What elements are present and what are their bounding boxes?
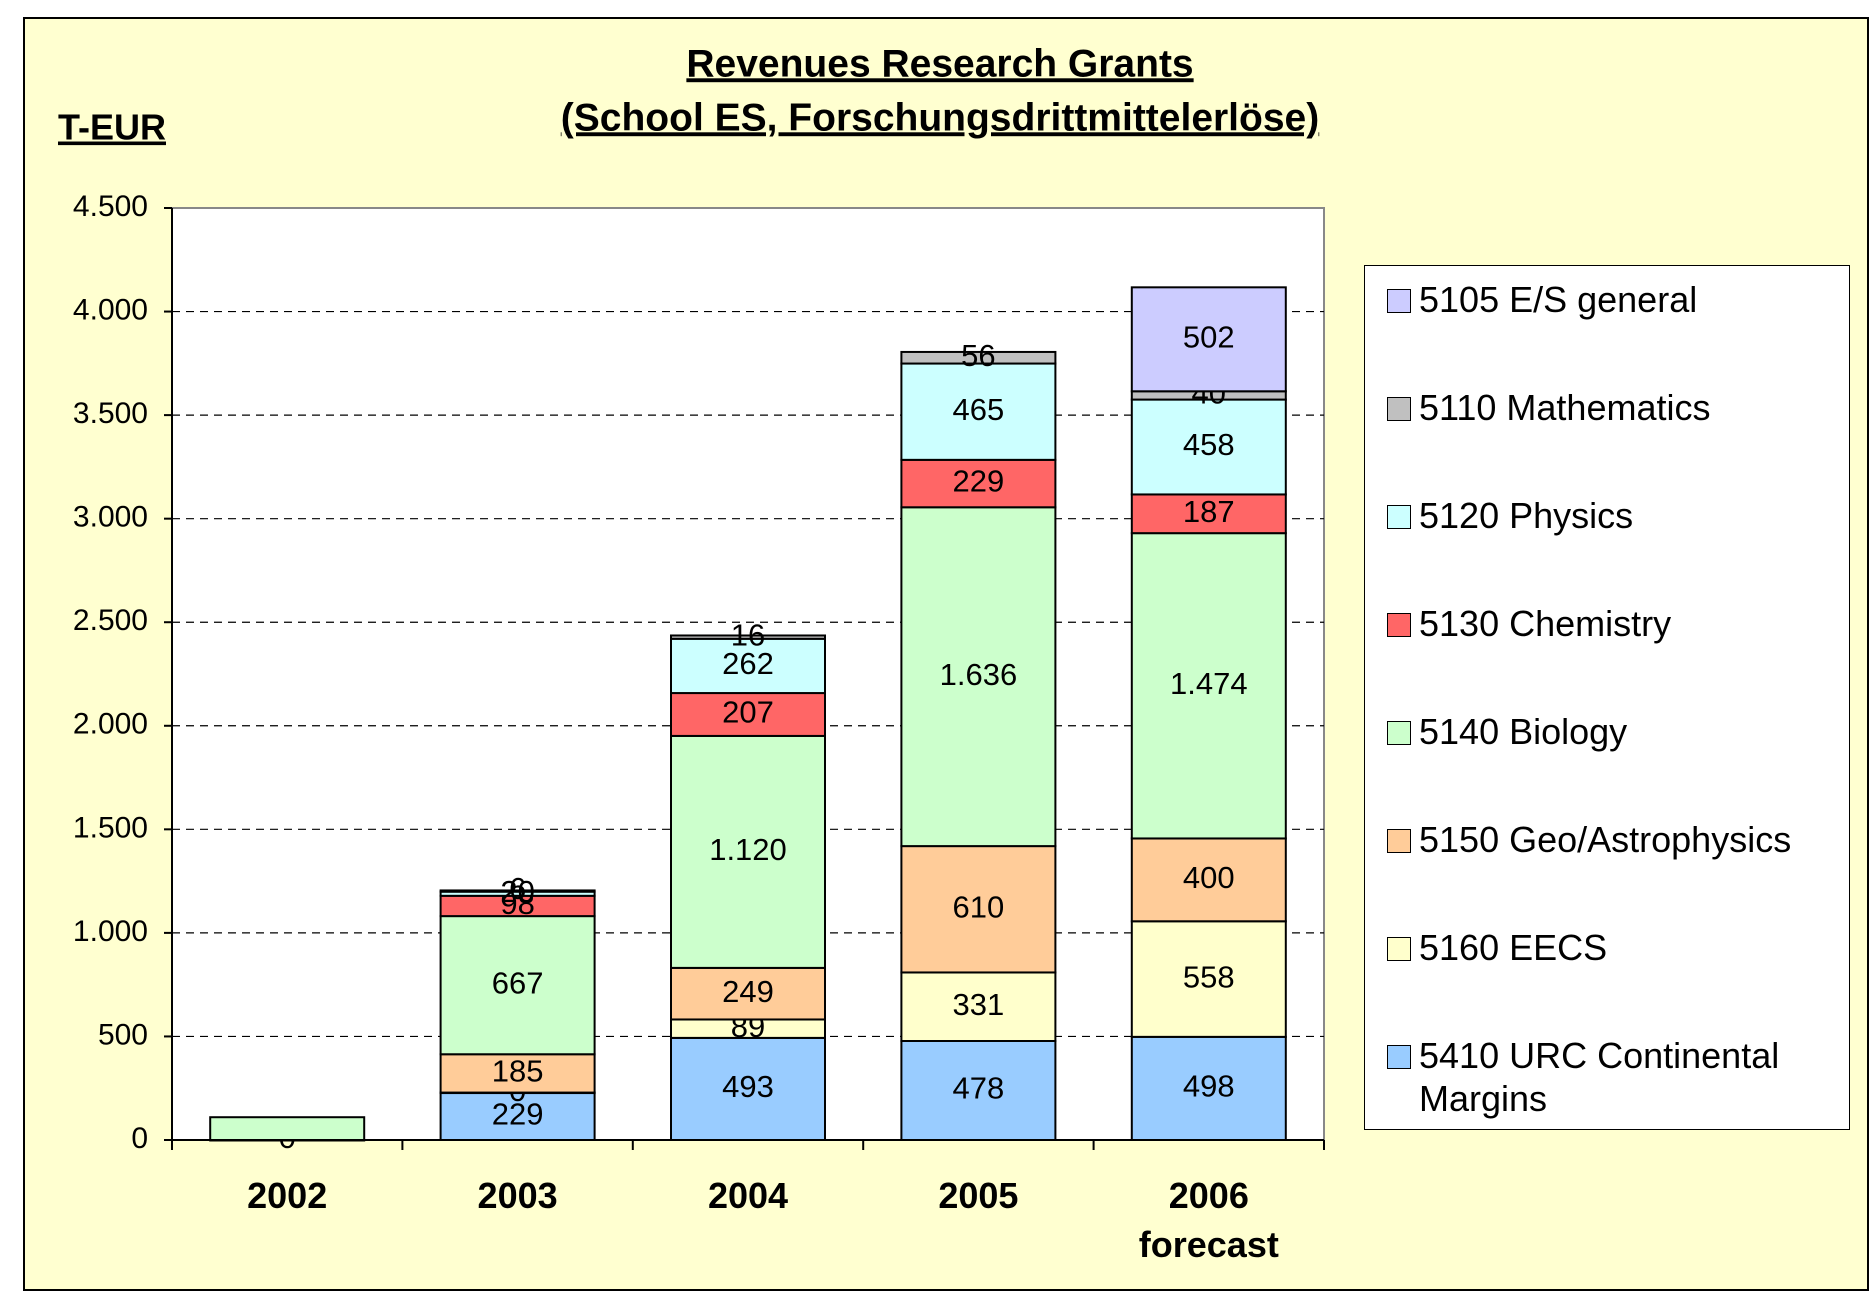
- data-label: 331: [953, 987, 1005, 1022]
- data-label: 667: [492, 965, 544, 1000]
- legend-swatch: [1387, 397, 1411, 421]
- data-label: 610: [953, 889, 1005, 924]
- data-label: 249: [722, 974, 774, 1009]
- x-tick-label: 2002: [247, 1175, 327, 1216]
- data-label: 498: [1183, 1069, 1235, 1104]
- data-label: 6: [509, 871, 526, 906]
- bar-segment: [1130, 920, 1287, 1038]
- bar-segment: [1130, 1035, 1287, 1141]
- bar-segment: [900, 971, 1057, 1043]
- bar-segment: [900, 458, 1057, 509]
- bar-segment: [439, 915, 596, 1056]
- legend-swatch: [1387, 289, 1411, 313]
- legend-label: 5105 E/S general: [1419, 279, 1698, 320]
- y-tick-label: 1.500: [73, 811, 148, 844]
- legend-label: 5140 Biology: [1419, 711, 1628, 752]
- bar-segment: [900, 506, 1057, 848]
- x-tick-label: 2005: [938, 1175, 1018, 1216]
- legend-swatch: [1387, 721, 1411, 745]
- data-label: 16: [731, 617, 765, 652]
- x-tick-label: 2006 forecast: [1139, 1175, 1279, 1265]
- y-tick-label: 1.000: [73, 915, 148, 948]
- legend-swatch: [1387, 1045, 1411, 1069]
- legend-item: 5110 Mathematics: [1387, 386, 1839, 494]
- data-label: 1.474: [1170, 666, 1248, 701]
- legend-item: 5140 Biology: [1387, 710, 1839, 818]
- data-label: 187: [1183, 494, 1235, 529]
- y-tick-label: 0: [131, 1122, 148, 1155]
- legend-swatch: [1387, 829, 1411, 853]
- legend-label: 5130 Chemistry: [1419, 603, 1672, 644]
- legend-item: 5130 Chemistry: [1387, 602, 1839, 710]
- legend-item: 5410 URC Continental Margins: [1387, 1034, 1839, 1142]
- legend: 5105 E/S general 5110 Mathematics 5120 Phy…: [1364, 265, 1850, 1130]
- data-label: 465: [953, 392, 1005, 427]
- data-label: 56: [961, 338, 995, 373]
- legend-label: 5120 Physics: [1419, 495, 1634, 536]
- data-label: 458: [1183, 427, 1235, 462]
- chart-subtitle: (School ES, Forschungsdrittmittelerlöse): [561, 96, 1319, 139]
- bar-segment: [1130, 398, 1287, 496]
- data-label: 478: [953, 1071, 1005, 1106]
- y-axis-label: T-EUR: [58, 107, 166, 148]
- y-tick-label: 4.000: [73, 293, 148, 326]
- bar-segment: [439, 1091, 596, 1141]
- y-tick-label: 3.500: [73, 397, 148, 430]
- legend-label: 5110 Mathematics: [1419, 387, 1711, 428]
- x-tick-label: 2003: [478, 1175, 558, 1216]
- y-tick-label: 4.500: [73, 190, 148, 223]
- y-tick-label: 2.500: [73, 604, 148, 637]
- data-label: 1.120: [709, 832, 787, 867]
- legend-item: 5105 E/S general: [1387, 278, 1839, 386]
- bar-segment: [1130, 532, 1287, 840]
- legend-label: 5160 EECS: [1419, 927, 1608, 968]
- legend-swatch: [1387, 937, 1411, 961]
- chart-title: Revenues Research Grants: [686, 42, 1193, 85]
- legend-swatch: [1387, 613, 1411, 637]
- legend-item: 5160 EECS: [1387, 926, 1839, 1034]
- data-label: 400: [1183, 860, 1235, 895]
- bar-segment: [439, 1053, 596, 1094]
- bar-segment: [1130, 493, 1287, 535]
- data-label: 229: [492, 1096, 544, 1131]
- y-tick-label: 500: [98, 1018, 148, 1051]
- bar-segment: [900, 845, 1057, 974]
- y-tick-label: 3.000: [73, 501, 148, 534]
- data-label: 185: [492, 1054, 544, 1089]
- data-label: 493: [722, 1069, 774, 1104]
- x-tick-label: 2004: [708, 1175, 788, 1216]
- y-tick-label: 2.000: [73, 708, 148, 741]
- legend-item: 5150 Geo/Astrophysics: [1387, 818, 1839, 926]
- data-label: 558: [1183, 959, 1235, 994]
- legend-label: 5150 Geo/Astrophysics: [1419, 819, 1792, 860]
- bar-segment: [1130, 286, 1287, 393]
- legend-label: 5410 URC Continental Margins: [1419, 1035, 1780, 1119]
- data-label: 502: [1183, 319, 1235, 354]
- legend-swatch: [1387, 505, 1411, 529]
- bar-segment: [670, 634, 826, 640]
- bar-segment: [900, 1040, 1057, 1141]
- legend-item: 5120 Physics: [1387, 494, 1839, 602]
- bar-segment: [900, 350, 1057, 365]
- bar-segment: [670, 637, 826, 695]
- data-label: 1.636: [940, 657, 1018, 692]
- data-label: 262: [722, 646, 774, 681]
- bar-segment: [670, 1036, 826, 1141]
- bar-segment: [209, 1116, 366, 1141]
- data-label: 207: [722, 695, 774, 730]
- bar-segment: [670, 734, 826, 969]
- bar-segment: [439, 889, 596, 893]
- data-label: 229: [953, 464, 1005, 499]
